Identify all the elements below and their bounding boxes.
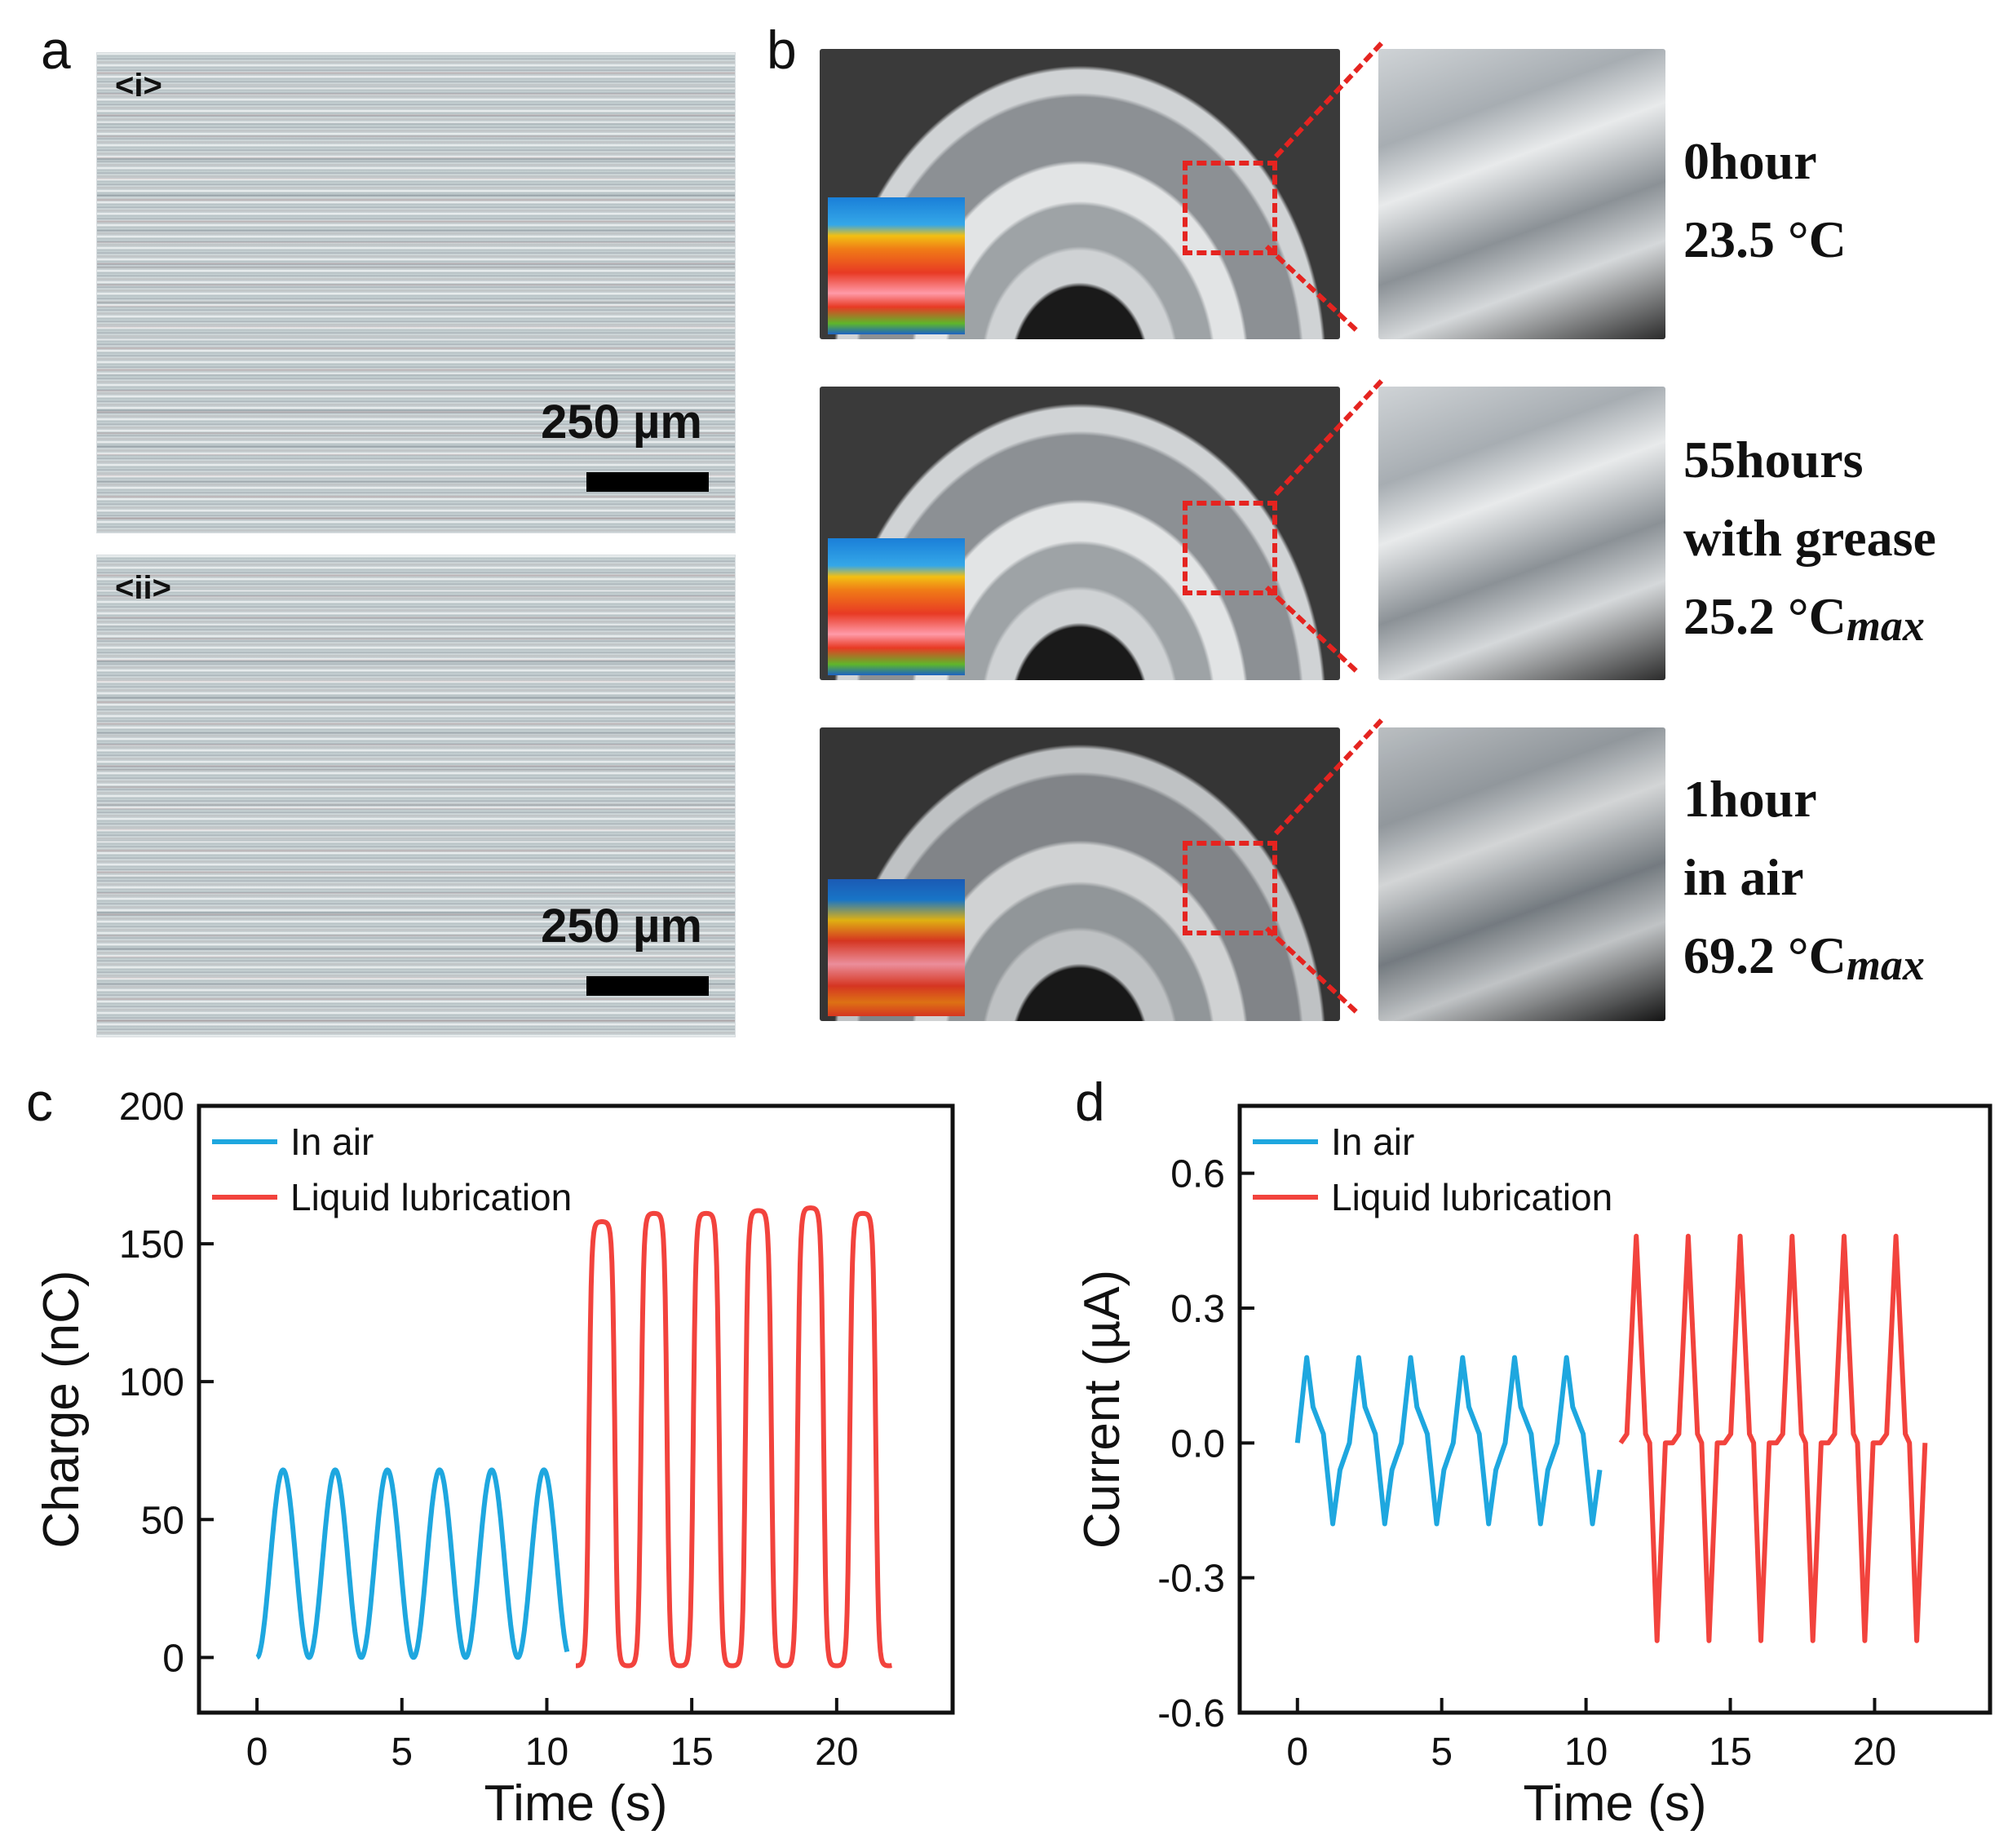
y-tick-label: 0 <box>162 1637 184 1680</box>
zoom-box-1h <box>1183 841 1277 935</box>
y-tick-label: 0.6 <box>1170 1153 1225 1196</box>
zoomed-photo-55h <box>1378 387 1665 680</box>
legend-label: Liquid lubrication <box>1331 1176 1612 1218</box>
zoomed-photo-1h <box>1378 727 1665 1021</box>
x-tick-label: 10 <box>525 1731 568 1774</box>
caption-0h: 0hour 23.5 °C <box>1683 122 1847 279</box>
panel-c-letter: c <box>26 1072 53 1132</box>
scale-bar-i <box>586 472 709 492</box>
scale-label-i: 250 µm <box>541 396 702 449</box>
y-tick-label: 0.0 <box>1170 1422 1225 1466</box>
caption-55h-temp: 25.2 °C <box>1683 587 1847 645</box>
caption-55h: 55hours with grease 25.2 °Cmax <box>1683 421 1936 665</box>
thermal-inset-0h <box>828 197 965 334</box>
micrograph-ii-tag: <ii> <box>115 570 171 606</box>
plot-frame <box>197 1103 955 1715</box>
zoomed-photo-0h <box>1378 49 1665 339</box>
caption-55h-line1: 55hours <box>1683 431 1864 489</box>
y-tick-label: 50 <box>141 1499 184 1542</box>
scale-label-ii: 250 µm <box>541 900 702 953</box>
x-tick-label: 0 <box>1286 1731 1308 1774</box>
series-line-liquid-lubrication <box>573 1205 894 1669</box>
y-tick-label: 200 <box>119 1085 184 1129</box>
micrograph-i: <i> 250 µm <box>96 52 736 533</box>
caption-1h-line3: 69.2 °Cmax <box>1683 917 1925 1004</box>
thermal-inset-55h <box>828 538 965 675</box>
caption-1h-line1: 1hour <box>1683 770 1817 828</box>
x-tick-label: 0 <box>246 1731 268 1774</box>
zoom-box-55h <box>1183 501 1277 595</box>
x-tick-label: 15 <box>670 1731 713 1774</box>
caption-1h-line2: in air <box>1683 848 1804 906</box>
legend-label: In air <box>1331 1121 1414 1163</box>
y-tick-label: -0.6 <box>1157 1692 1225 1735</box>
series-line-in-air <box>254 1467 570 1660</box>
y-tick-label: 0.3 <box>1170 1288 1225 1331</box>
legend-label: In air <box>290 1121 374 1163</box>
panel-d-letter: d <box>1075 1072 1105 1132</box>
panel-b-letter: b <box>767 20 797 80</box>
caption-55h-line2: with grease <box>1683 509 1936 567</box>
y-axis-label: Charge (nC) <box>33 1270 90 1548</box>
x-tick-label: 10 <box>1564 1731 1608 1774</box>
x-tick-label: 20 <box>815 1731 858 1774</box>
x-axis-label: Time (s) <box>1524 1775 1707 1832</box>
bearing-photo-55h <box>820 387 1340 680</box>
bearing-photo-0h <box>820 49 1340 339</box>
caption-0h-line2: 23.5 °C <box>1683 210 1847 268</box>
x-tick-label: 20 <box>1853 1731 1896 1774</box>
x-tick-label: 15 <box>1709 1731 1752 1774</box>
thermal-inset-1h <box>828 879 965 1016</box>
caption-55h-line3: 25.2 °Cmax <box>1683 577 1936 665</box>
x-tick-label: 5 <box>391 1731 413 1774</box>
scale-bar-ii <box>586 976 709 996</box>
caption-1h: 1hour in air 69.2 °Cmax <box>1683 760 1925 1004</box>
x-axis-label: Time (s) <box>484 1775 668 1832</box>
bearing-photo-1h <box>820 727 1340 1021</box>
panel-a-letter: a <box>41 20 71 80</box>
caption-1h-sub: max <box>1846 940 1925 989</box>
y-tick-label: 100 <box>119 1361 184 1404</box>
series-line-in-air <box>1294 1355 1603 1527</box>
plot-frame <box>1237 1103 1993 1715</box>
current-chart: 0 5 10 15 20 -0.6 -0.3 0.0 0.3 0.6 Time (s) Current… <box>1074 1103 1993 1832</box>
y-tick-label: 150 <box>119 1223 184 1267</box>
micrograph-ii: <ii> 250 µm <box>96 555 736 1037</box>
caption-1h-temp: 69.2 °C <box>1683 926 1847 984</box>
x-tick-label: 5 <box>1431 1731 1453 1774</box>
y-tick-label: -0.3 <box>1157 1558 1225 1601</box>
series-line-liquid-lubrication <box>1618 1233 1928 1643</box>
legend-label: Liquid lubrication <box>290 1176 572 1218</box>
micrograph-i-tag: <i> <box>115 68 162 104</box>
caption-0h-line1: 0hour <box>1683 132 1817 190</box>
caption-55h-sub: max <box>1846 601 1925 650</box>
y-axis-label: Current (µA) <box>1074 1270 1130 1549</box>
zoom-box-0h <box>1183 161 1277 255</box>
